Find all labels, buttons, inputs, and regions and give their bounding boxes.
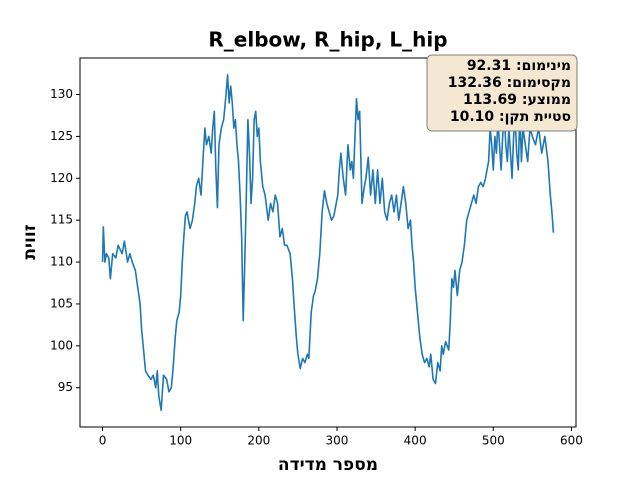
annotation-text: מינימום: 92.31: [467, 58, 571, 74]
x-tick-label: 500: [482, 434, 505, 448]
annotation-text: מקסימום: 132.36: [448, 75, 571, 91]
y-tick-label: 115: [50, 213, 73, 227]
x-tick-label: 100: [169, 434, 192, 448]
annotation-box: [426, 54, 578, 132]
y-axis-label: זווית: [20, 224, 40, 259]
y-tick-label: 95: [58, 380, 73, 394]
x-axis-label: מספר מדידה: [278, 455, 378, 475]
y-tick-label: 105: [50, 296, 73, 310]
annotation-text: ממוצע: 113.69: [463, 92, 571, 108]
x-tick-label: 300: [326, 434, 349, 448]
x-tick-label: 0: [99, 434, 107, 448]
y-tick-label: 130: [50, 87, 73, 101]
annotation-text: סטיית תקן: 10.10: [450, 109, 571, 125]
y-tick-label: 125: [50, 129, 73, 143]
data-line: [101, 73, 555, 412]
y-tick-label: 100: [50, 338, 73, 352]
chart-title: R_elbow, R_hip, L_hip: [208, 28, 447, 52]
y-tick-label: 110: [50, 255, 73, 269]
x-tick-label: 600: [560, 434, 583, 448]
plot-frame: [79, 57, 577, 428]
y-tick-label: 120: [50, 171, 73, 185]
x-tick-label: 200: [247, 434, 270, 448]
x-tick-label: 400: [404, 434, 427, 448]
